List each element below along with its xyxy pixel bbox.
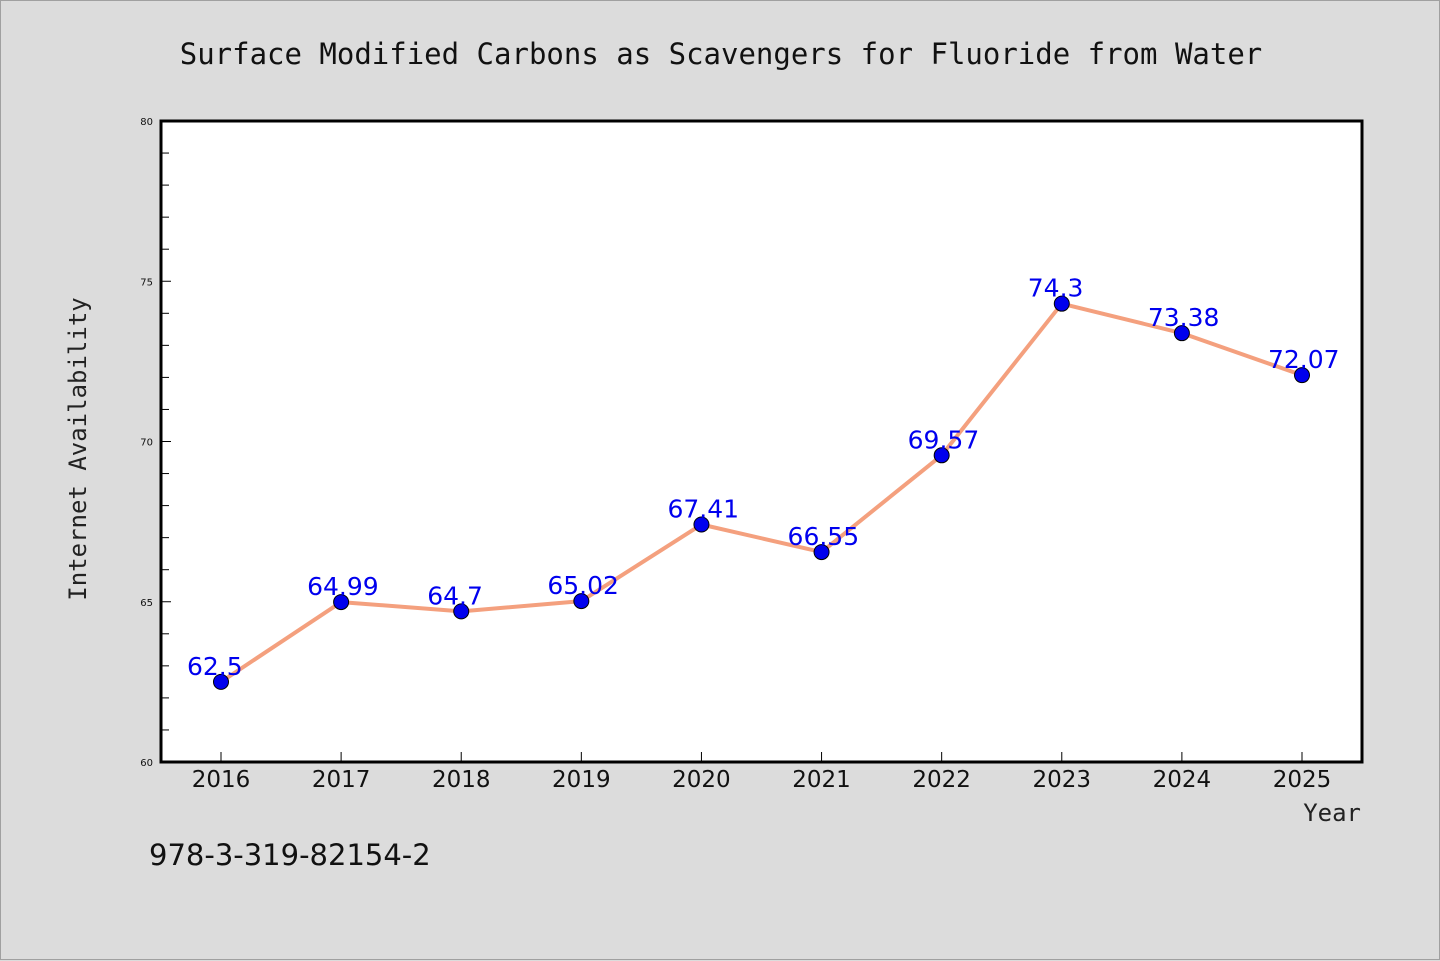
data-labels: 62.5 64.99 64.7 65.02 67.41 66.55 69.57 74.3 73.…: [187, 274, 1340, 681]
y-axis-ticks: 60 65 70 75 80: [140, 117, 171, 769]
x-tick-label: 2017: [312, 767, 371, 793]
data-point: [1173, 325, 1190, 342]
data-point: [1294, 367, 1310, 384]
y-axis-title: Internet Availability: [64, 297, 92, 600]
data-label: 66.55: [788, 522, 860, 551]
x-tick-label: 2025: [1273, 767, 1332, 793]
x-tick-label: 2023: [1033, 767, 1092, 793]
isbn-annotation: 978-3-319-82154-2: [149, 838, 431, 872]
series-line: [219, 301, 1303, 684]
data-point: [573, 593, 590, 610]
data-point: [453, 603, 470, 620]
data-label: 73.38: [1148, 303, 1220, 332]
data-label: 74.3: [1028, 274, 1084, 303]
x-axis-ticks: 2016 2017 2018 2019 2020 2021 2022 2023 2024 2025: [192, 752, 1332, 793]
data-label: 64.99: [307, 572, 379, 601]
y-tick-label: 75: [140, 277, 153, 288]
y-tick-label: 80: [140, 117, 153, 128]
x-tick-label: 2019: [552, 767, 611, 793]
data-label: 64.7: [427, 581, 483, 610]
data-label: 65.02: [547, 571, 619, 600]
x-tick-label: 2022: [912, 767, 971, 793]
x-tick-label: 2016: [192, 767, 251, 793]
data-point: [333, 594, 350, 611]
y-tick-label: 70: [140, 438, 153, 449]
data-label: 62.5: [187, 652, 243, 681]
data-label: 67.41: [667, 495, 739, 524]
data-point: [933, 447, 950, 464]
data-label: 72.07: [1268, 345, 1340, 374]
plot-area: [159, 119, 1364, 764]
y-tick-label: 65: [140, 598, 153, 609]
data-point: [1053, 295, 1070, 312]
chart-title: Surface Modified Carbons as Scavengers f…: [180, 37, 1263, 71]
x-tick-label: 2020: [672, 767, 731, 793]
x-tick-label: 2024: [1153, 767, 1212, 793]
data-markers: [213, 295, 1310, 690]
data-point: [813, 544, 830, 561]
data-label: 69.57: [908, 425, 980, 454]
y-tick-label: 60: [140, 758, 153, 769]
x-axis-title: Year: [1303, 799, 1361, 827]
x-tick-label: 2021: [792, 767, 851, 793]
x-tick-label: 2018: [432, 767, 491, 793]
data-point: [693, 516, 710, 533]
data-point: [213, 673, 229, 690]
